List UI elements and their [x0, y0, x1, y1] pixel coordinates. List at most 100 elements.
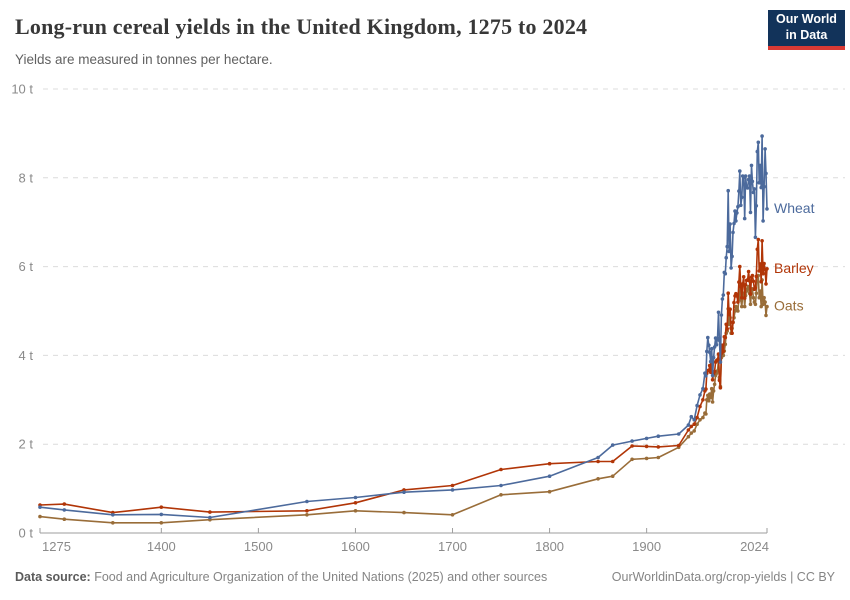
series-point-wheat[interactable] [38, 505, 42, 510]
series-point-barley[interactable] [718, 386, 723, 390]
series-point-wheat[interactable] [742, 216, 747, 221]
series-point-barley[interactable] [757, 269, 761, 273]
series-point-wheat[interactable] [706, 335, 710, 340]
series-point-barley[interactable] [715, 358, 720, 362]
series-point-barley[interactable] [731, 320, 735, 325]
series-point-wheat[interactable] [707, 350, 712, 355]
series-point-oats[interactable] [692, 429, 696, 433]
series-point-barley[interactable] [728, 307, 732, 312]
series-point-wheat[interactable] [757, 180, 761, 185]
series-point-oats[interactable] [753, 302, 758, 307]
series-point-wheat[interactable] [752, 187, 757, 191]
series-point-barley[interactable] [726, 291, 730, 296]
series-point-barley[interactable] [656, 445, 661, 449]
series-point-wheat[interactable] [749, 163, 754, 168]
series-point-barley[interactable] [739, 284, 743, 289]
series-point-wheat[interactable] [630, 439, 634, 443]
series-point-barley[interactable] [610, 459, 615, 464]
series-point-wheat[interactable] [159, 512, 164, 517]
series-point-wheat[interactable] [732, 221, 736, 226]
series-point-wheat[interactable] [716, 310, 721, 315]
series-point-wheat[interactable] [731, 230, 735, 235]
series-point-oats[interactable] [758, 289, 762, 293]
series-point-wheat[interactable] [729, 266, 733, 270]
series-point-oats[interactable] [712, 382, 717, 387]
series-point-barley[interactable] [208, 510, 212, 514]
series-point-wheat[interactable] [720, 297, 725, 301]
series-point-barley[interactable] [740, 295, 744, 300]
series-point-oats[interactable] [701, 415, 705, 420]
series-point-wheat[interactable] [736, 204, 740, 209]
series-point-wheat[interactable] [745, 186, 750, 190]
series-point-wheat[interactable] [723, 271, 728, 276]
series-point-barley[interactable] [353, 501, 358, 505]
series-point-wheat[interactable] [676, 432, 681, 436]
series-point-wheat[interactable] [596, 455, 600, 460]
series-point-barley[interactable] [695, 415, 699, 420]
series-point-barley[interactable] [596, 459, 600, 464]
series-label-barley[interactable]: Barley [774, 260, 814, 276]
series-point-wheat[interactable] [747, 174, 752, 178]
series-point-wheat[interactable] [764, 171, 768, 176]
series-line-oats[interactable] [39, 274, 768, 524]
series-point-wheat[interactable] [305, 499, 309, 504]
series-point-wheat[interactable] [760, 134, 764, 138]
series-point-barley[interactable] [760, 239, 764, 243]
series-point-barley[interactable] [712, 369, 717, 374]
series-point-barley[interactable] [753, 286, 758, 290]
series-point-oats[interactable] [751, 295, 756, 300]
series-point-oats[interactable] [757, 295, 761, 300]
series-point-wheat[interactable] [725, 244, 729, 249]
series-point-wheat[interactable] [701, 386, 705, 391]
series-point-barley[interactable] [742, 296, 747, 300]
series-point-wheat[interactable] [738, 169, 742, 173]
series-point-barley[interactable] [735, 294, 739, 298]
series-point-wheat[interactable] [762, 184, 766, 189]
series-point-barley[interactable] [710, 378, 715, 382]
series-point-wheat[interactable] [692, 418, 696, 422]
series-point-barley[interactable] [547, 461, 552, 466]
series-point-barley[interactable] [729, 326, 733, 331]
owid-logo[interactable]: Our World in Data [768, 10, 845, 50]
series-point-barley[interactable] [740, 282, 745, 286]
series-point-wheat[interactable] [704, 374, 708, 378]
series-point-barley[interactable] [305, 509, 309, 513]
series-point-wheat[interactable] [111, 513, 115, 517]
series-point-wheat[interactable] [62, 508, 67, 512]
series-point-oats[interactable] [111, 521, 115, 525]
series-point-wheat[interactable] [711, 355, 716, 360]
series-line-wheat[interactable] [39, 135, 768, 519]
series-point-wheat[interactable] [765, 207, 769, 211]
series-point-barley[interactable] [450, 483, 455, 488]
series-point-barley[interactable] [704, 387, 708, 391]
series-point-oats[interactable] [695, 422, 699, 427]
series-point-wheat[interactable] [735, 211, 739, 215]
series-point-oats[interactable] [754, 291, 759, 296]
series-point-barley[interactable] [717, 378, 722, 383]
series-point-wheat[interactable] [754, 204, 759, 208]
series-point-wheat[interactable] [710, 373, 715, 378]
series-point-oats[interactable] [710, 400, 715, 404]
series-point-barley[interactable] [692, 422, 696, 427]
series-point-oats[interactable] [762, 295, 766, 300]
series-point-oats[interactable] [704, 412, 708, 416]
series-point-barley[interactable] [644, 444, 649, 449]
series-line-barley[interactable] [39, 238, 768, 514]
series-point-wheat[interactable] [758, 163, 762, 168]
series-point-oats[interactable] [547, 489, 552, 494]
series-point-barley[interactable] [759, 279, 763, 284]
series-point-oats[interactable] [698, 418, 702, 422]
series-point-oats[interactable] [159, 521, 164, 525]
series-point-barley[interactable] [62, 502, 67, 506]
series-point-oats[interactable] [740, 304, 744, 309]
series-point-wheat[interactable] [759, 185, 763, 190]
series-point-barley[interactable] [723, 335, 728, 340]
series-label-wheat[interactable]: Wheat [774, 200, 815, 216]
series-point-oats[interactable] [644, 456, 649, 461]
series-point-barley[interactable] [737, 280, 741, 284]
series-point-barley[interactable] [708, 370, 713, 375]
series-point-wheat[interactable] [734, 219, 738, 223]
series-point-barley[interactable] [754, 274, 759, 279]
series-point-barley[interactable] [698, 404, 702, 409]
series-point-oats[interactable] [596, 477, 600, 481]
